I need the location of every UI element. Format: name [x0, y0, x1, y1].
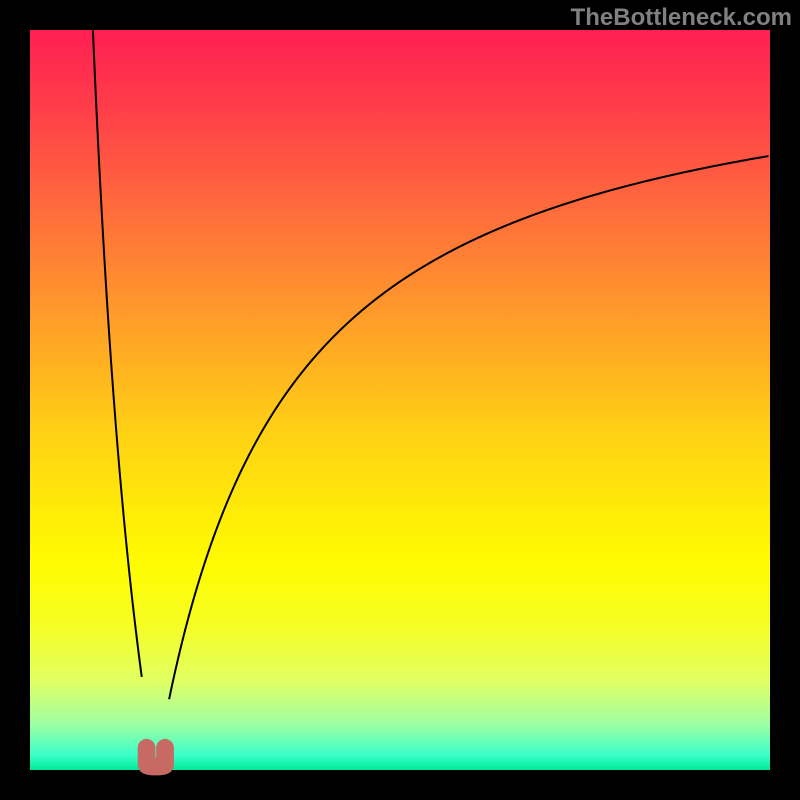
bottleneck-chart: TheBottleneck.com	[0, 0, 800, 800]
plot-gradient	[30, 30, 770, 770]
watermark-text: TheBottleneck.com	[571, 4, 792, 32]
chart-svg	[0, 0, 800, 800]
